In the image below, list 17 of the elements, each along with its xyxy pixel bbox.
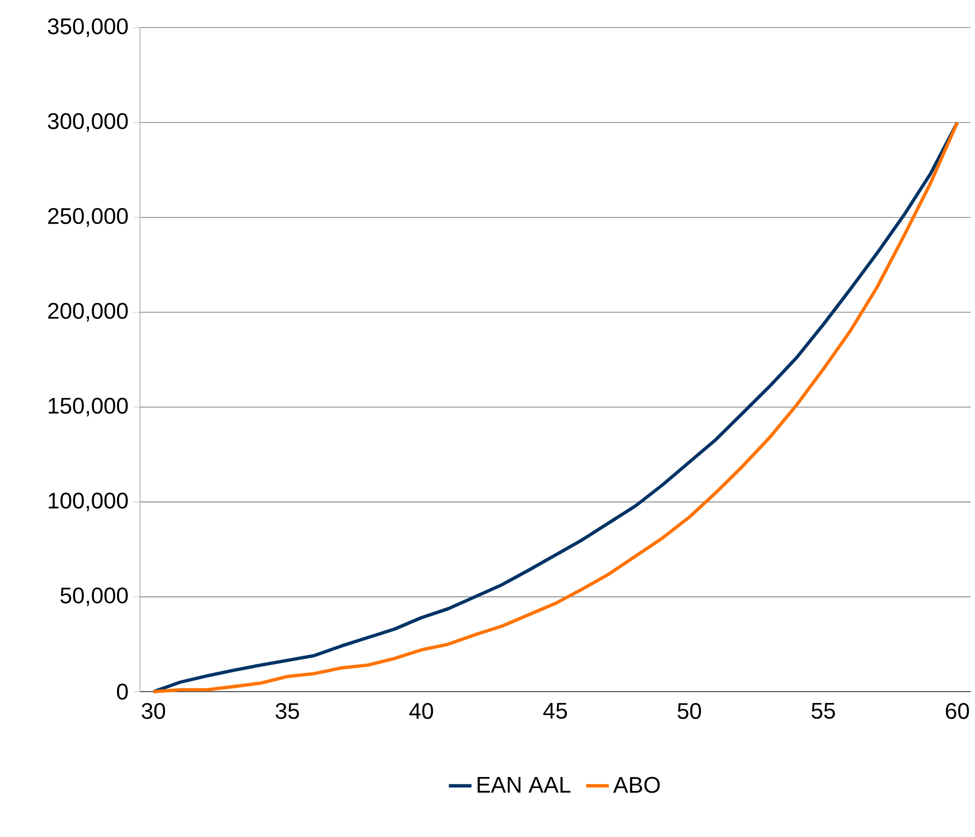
x-tick-label: 35 xyxy=(276,703,299,719)
x-tick-label: 60 xyxy=(946,703,969,719)
y-tick-label: 0 xyxy=(116,684,128,700)
y-tick-label: 250,000 xyxy=(48,208,128,227)
y-tick-label: 350,000 xyxy=(48,18,128,37)
legend-label: ABO xyxy=(613,776,660,793)
y-tick-label: 200,000 xyxy=(48,302,128,322)
y-tick-label: 300,000 xyxy=(48,113,128,132)
x-tick-label: 30 xyxy=(142,703,166,719)
x-tick-label: 45 xyxy=(543,702,567,719)
x-tick-label: 40 xyxy=(409,703,434,719)
y-tick-label: 150,000 xyxy=(48,398,128,416)
y-tick-label: 100,000 xyxy=(48,492,128,512)
y-tick-label: 50,000 xyxy=(60,587,128,606)
legend-label: EAN AAL xyxy=(478,777,570,793)
x-tick-label: 50 xyxy=(678,703,702,719)
x-tick-label: 55 xyxy=(812,702,835,719)
